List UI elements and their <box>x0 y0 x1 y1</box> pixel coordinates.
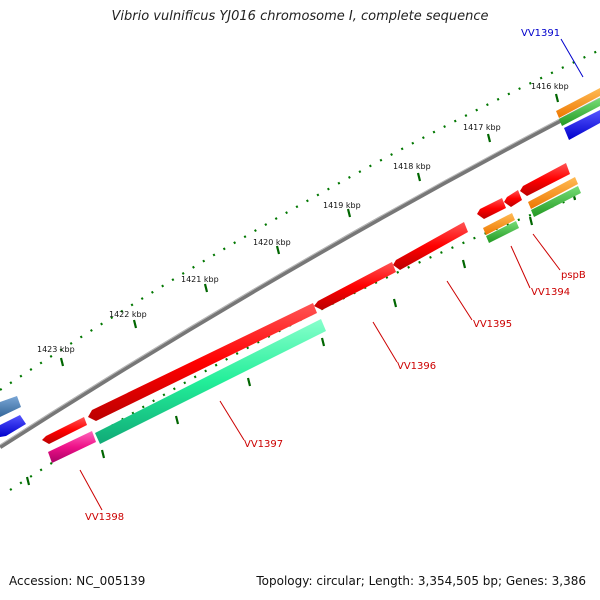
gene-labels: VV1391 pspB VV1394 VV1395 VV1396 VV1397 … <box>85 28 586 523</box>
cds-vv1396[interactable] <box>314 262 396 310</box>
gene-label-vv1391[interactable]: VV1391 <box>521 28 560 39</box>
inner-major-tick <box>100 449 106 459</box>
scale-tick-labels: 1416 kbp 1417 kbp 1418 kbp 1419 kbp 1420 kbp… <box>37 82 569 354</box>
scale-tick-label: 1420 kbp <box>253 238 291 247</box>
gene-orange-c[interactable] <box>556 88 600 118</box>
gene-steel-left[interactable] <box>0 396 21 417</box>
scale-tick-label: 1418 kbp <box>393 162 431 171</box>
inner-major-tick <box>25 476 31 486</box>
scale-major-ticks <box>59 93 560 367</box>
chromosome-backbone <box>0 98 600 449</box>
gene-label-pspb[interactable]: pspB <box>561 270 586 281</box>
scale-major-tick <box>416 172 422 182</box>
cds-vv1395[interactable] <box>393 222 468 270</box>
gene-label-vv1396[interactable]: VV1396 <box>397 361 436 372</box>
scale-major-tick <box>59 357 65 367</box>
gene-leader-lines <box>79 38 584 511</box>
gene-vv1397[interactable] <box>95 319 326 444</box>
cds-pspb-a[interactable] <box>504 190 522 207</box>
gene-green-b[interactable] <box>531 186 581 217</box>
map-title: Vibrio vulnificus YJ016 chromosome I, co… <box>111 9 489 24</box>
scale-major-tick <box>346 208 352 218</box>
inner-major-tick <box>528 216 534 226</box>
inner-major-tick <box>174 415 180 425</box>
cds-vv1398[interactable] <box>42 417 87 444</box>
gene-label-vv1394[interactable]: VV1394 <box>531 287 570 298</box>
gene-label-vv1398[interactable]: VV1398 <box>85 512 124 523</box>
gene-blue-vv1391[interactable] <box>564 110 600 140</box>
gene-green-c[interactable] <box>559 98 600 126</box>
topology-summary: Topology: circular; Length: 3,354,505 bp… <box>256 574 586 588</box>
inner-major-tick <box>392 298 398 308</box>
gene-track <box>0 88 600 463</box>
scale-major-tick <box>203 283 209 293</box>
gene-label-vv1397[interactable]: VV1397 <box>244 439 283 450</box>
inner-major-tick <box>246 377 252 387</box>
scale-tick-label: 1419 kbp <box>323 201 361 210</box>
gene-orange-b[interactable] <box>528 177 578 209</box>
scale-tick-label: 1422 kbp <box>109 310 147 319</box>
cds-pspb-b[interactable] <box>520 163 570 196</box>
scale-tick-label: 1423 kbp <box>37 345 75 354</box>
scale-tick-label: 1416 kbp <box>531 82 569 91</box>
cds-vv1394[interactable] <box>477 198 506 219</box>
inner-major-tick <box>320 337 326 347</box>
scale-major-tick <box>554 93 560 103</box>
scale-tick-label: 1421 kbp <box>181 275 219 284</box>
scale-major-tick <box>132 319 138 329</box>
scale-major-tick <box>275 245 281 255</box>
accession-label: Accession: NC_005139 <box>9 574 146 588</box>
forward-cds-track <box>42 163 570 444</box>
inner-major-tick <box>461 259 467 269</box>
gene-green-a[interactable] <box>486 221 519 243</box>
chromosome-backbone-highlight <box>0 97 600 446</box>
scale-tick-label: 1417 kbp <box>463 123 501 132</box>
gene-vv1398[interactable] <box>48 431 96 463</box>
gene-blue-left[interactable] <box>0 415 26 437</box>
gene-orange-a[interactable] <box>483 213 515 235</box>
gene-label-vv1395[interactable]: VV1395 <box>473 319 512 330</box>
cds-vv1397[interactable] <box>88 303 317 421</box>
scale-major-tick <box>486 133 492 143</box>
